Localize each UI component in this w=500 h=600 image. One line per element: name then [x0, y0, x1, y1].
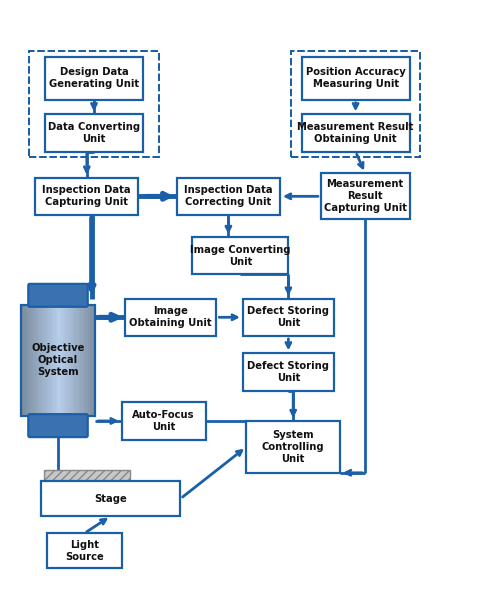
FancyBboxPatch shape — [56, 305, 58, 416]
FancyBboxPatch shape — [302, 56, 410, 100]
FancyBboxPatch shape — [66, 305, 68, 416]
Text: Data Converting
Unit: Data Converting Unit — [48, 122, 140, 144]
FancyBboxPatch shape — [50, 305, 53, 416]
FancyBboxPatch shape — [246, 421, 340, 473]
Text: Position Accuracy
Measuring Unit: Position Accuracy Measuring Unit — [306, 67, 406, 89]
FancyBboxPatch shape — [68, 305, 71, 416]
Text: Auto-Focus
Unit: Auto-Focus Unit — [132, 410, 195, 432]
Text: Stage: Stage — [94, 494, 127, 504]
FancyBboxPatch shape — [83, 305, 86, 416]
FancyBboxPatch shape — [243, 353, 334, 391]
FancyBboxPatch shape — [38, 305, 41, 416]
FancyBboxPatch shape — [63, 305, 66, 416]
FancyBboxPatch shape — [92, 305, 96, 416]
FancyBboxPatch shape — [46, 305, 48, 416]
FancyBboxPatch shape — [76, 305, 78, 416]
Text: Measurement Result
Obtaining Unit: Measurement Result Obtaining Unit — [298, 122, 414, 144]
Text: System
Controlling
Unit: System Controlling Unit — [262, 430, 324, 464]
FancyBboxPatch shape — [47, 533, 122, 568]
FancyBboxPatch shape — [302, 114, 410, 152]
FancyBboxPatch shape — [45, 114, 143, 152]
FancyBboxPatch shape — [48, 305, 51, 416]
FancyBboxPatch shape — [44, 470, 130, 484]
FancyBboxPatch shape — [60, 305, 64, 416]
Text: Objective
Optical
System: Objective Optical System — [32, 343, 84, 377]
Text: Inspection Data
Capturing Unit: Inspection Data Capturing Unit — [42, 185, 131, 208]
FancyBboxPatch shape — [70, 305, 74, 416]
FancyBboxPatch shape — [86, 305, 88, 416]
Text: Defect Storing
Unit: Defect Storing Unit — [248, 361, 330, 383]
FancyBboxPatch shape — [26, 305, 29, 416]
FancyBboxPatch shape — [192, 237, 288, 274]
FancyBboxPatch shape — [321, 173, 410, 220]
FancyBboxPatch shape — [58, 305, 61, 416]
FancyBboxPatch shape — [122, 402, 206, 440]
Text: Defect Storing
Unit: Defect Storing Unit — [248, 306, 330, 328]
FancyBboxPatch shape — [88, 305, 90, 416]
FancyBboxPatch shape — [35, 178, 138, 215]
FancyBboxPatch shape — [43, 305, 46, 416]
FancyBboxPatch shape — [243, 299, 334, 336]
Text: Inspection Data
Correcting Unit: Inspection Data Correcting Unit — [184, 185, 272, 208]
FancyBboxPatch shape — [21, 305, 24, 416]
FancyBboxPatch shape — [28, 414, 88, 437]
FancyBboxPatch shape — [24, 305, 26, 416]
FancyBboxPatch shape — [80, 305, 84, 416]
Text: Image Converting
Unit: Image Converting Unit — [190, 245, 290, 266]
FancyBboxPatch shape — [30, 305, 34, 416]
FancyBboxPatch shape — [90, 305, 93, 416]
FancyBboxPatch shape — [125, 299, 216, 336]
FancyBboxPatch shape — [41, 481, 180, 516]
FancyBboxPatch shape — [28, 284, 88, 307]
FancyBboxPatch shape — [78, 305, 81, 416]
FancyBboxPatch shape — [36, 305, 38, 416]
FancyBboxPatch shape — [33, 305, 36, 416]
Text: Image
Obtaining Unit: Image Obtaining Unit — [130, 306, 212, 328]
FancyBboxPatch shape — [45, 56, 143, 100]
FancyBboxPatch shape — [28, 305, 31, 416]
FancyBboxPatch shape — [53, 305, 56, 416]
FancyBboxPatch shape — [40, 305, 43, 416]
FancyBboxPatch shape — [177, 178, 280, 215]
FancyBboxPatch shape — [73, 305, 76, 416]
Text: Light
Source: Light Source — [65, 539, 104, 562]
Text: Design Data
Generating Unit: Design Data Generating Unit — [49, 67, 139, 89]
Text: Measurement
Result
Capturing Unit: Measurement Result Capturing Unit — [324, 179, 406, 214]
